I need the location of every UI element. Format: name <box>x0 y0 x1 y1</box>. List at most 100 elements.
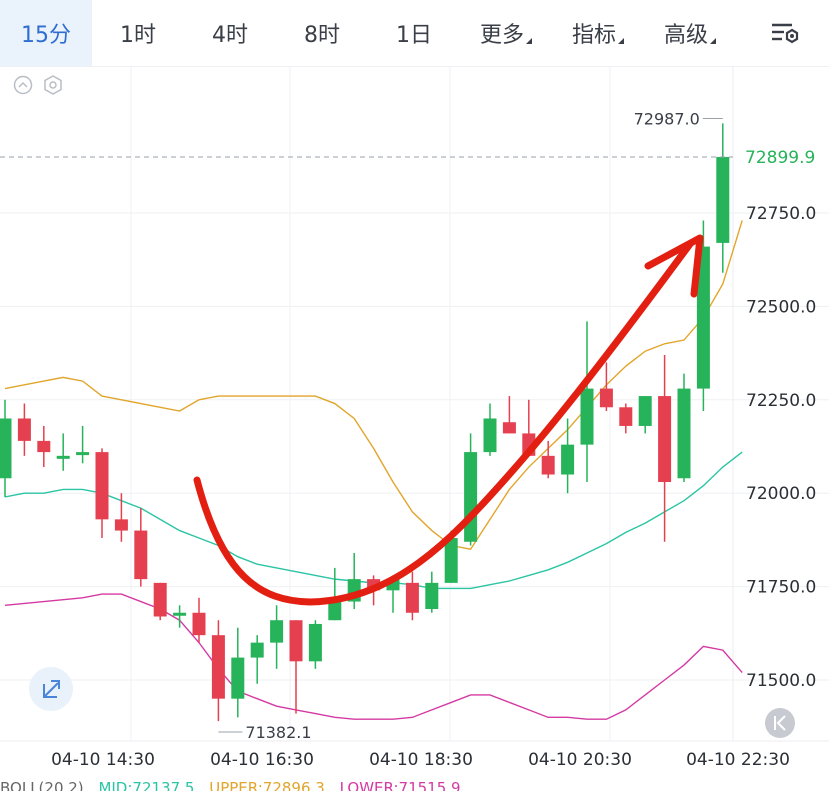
candle[interactable] <box>580 321 594 482</box>
candle[interactable] <box>464 433 478 546</box>
candle-body <box>231 657 245 699</box>
candle-body <box>541 455 555 475</box>
candle-body <box>502 422 516 434</box>
tab-label: 更多 <box>479 23 524 48</box>
last-price-label: 72899.9 <box>745 148 815 168</box>
candle-body <box>561 444 575 475</box>
candle[interactable] <box>0 399 12 497</box>
candle[interactable] <box>211 620 225 722</box>
candle-body <box>17 418 31 441</box>
y-tick-label: 72750.0 <box>746 204 816 224</box>
candle[interactable] <box>192 597 206 643</box>
candle[interactable] <box>483 403 497 456</box>
boll-legend: BOLL(20,2) MID:72137.5 UPPER:72896.3 LOW… <box>0 779 829 791</box>
y-tick-label: 72500.0 <box>746 297 816 317</box>
candle[interactable] <box>328 567 342 621</box>
candle-body <box>367 579 381 591</box>
candle-body <box>250 642 264 658</box>
candle[interactable] <box>541 440 555 479</box>
tab-3[interactable]: 8时 <box>276 0 368 66</box>
candle[interactable] <box>76 425 90 464</box>
candle[interactable] <box>153 582 167 621</box>
tab-5[interactable]: 更多 <box>460 0 552 66</box>
candle[interactable] <box>502 396 516 434</box>
dropdown-caret-icon <box>710 38 716 44</box>
candlestick-chart[interactable]: 72899.9 72987.0 71382.1 72750.0 72500.0 72250… <box>0 66 829 779</box>
candle[interactable] <box>134 508 148 587</box>
candle-body <box>289 620 303 662</box>
candle[interactable] <box>716 123 730 273</box>
candle-body <box>211 635 225 699</box>
candle[interactable] <box>173 605 187 628</box>
tab-label: 1日 <box>396 23 432 48</box>
tab-6[interactable]: 指标 <box>552 0 644 66</box>
dropdown-caret-icon <box>526 38 532 44</box>
candle[interactable] <box>658 354 672 542</box>
candle-body <box>270 620 284 643</box>
candle[interactable] <box>37 425 51 468</box>
hexagon-settings-icon[interactable] <box>44 75 62 95</box>
x-tick-label: 04-10 16:30 <box>210 750 314 770</box>
low-price-label: 71382.1 <box>245 723 311 742</box>
boll-lower-line <box>4 593 743 720</box>
tab-label: 8时 <box>304 23 340 48</box>
candle[interactable] <box>696 220 710 412</box>
candle-body <box>619 407 633 426</box>
candle-body <box>483 418 497 453</box>
tab-7[interactable]: 高级 <box>644 0 736 66</box>
candle[interactable] <box>289 620 303 714</box>
back-to-latest-icon[interactable] <box>765 708 795 738</box>
tab-2[interactable]: 4时 <box>184 0 276 66</box>
candle[interactable] <box>561 418 575 494</box>
candle-body <box>134 530 148 580</box>
candle[interactable] <box>17 403 31 456</box>
candle[interactable] <box>347 552 361 610</box>
tab-1[interactable]: 1时 <box>92 0 184 66</box>
candle[interactable] <box>231 627 245 718</box>
candle-body <box>76 452 90 456</box>
tab-0[interactable]: 15分 <box>0 0 92 66</box>
candle[interactable] <box>114 493 128 542</box>
boll-legend-lower: LOWER:71515.9 <box>339 779 461 791</box>
candle-body <box>638 396 652 426</box>
candle-body <box>192 612 206 636</box>
x-tick-label: 04-10 14:30 <box>51 750 155 770</box>
x-tick-label: 04-10 20:30 <box>528 750 632 770</box>
dropdown-caret-icon <box>618 38 624 44</box>
candle[interactable] <box>638 396 652 434</box>
candle-body <box>405 582 419 613</box>
candle[interactable] <box>425 571 439 613</box>
candle[interactable] <box>308 620 322 669</box>
candle[interactable] <box>270 605 284 669</box>
boll-upper-line <box>4 220 743 551</box>
candle-body <box>56 455 70 459</box>
y-tick-label: 72000.0 <box>746 484 816 504</box>
tab-label: 1时 <box>120 23 156 48</box>
timeframe-tab-bar: 15分 1时 4时 8时 1日 更多 指标 高级 <box>0 0 829 67</box>
candle[interactable] <box>250 635 264 684</box>
chart-settings-icon[interactable] <box>740 0 829 66</box>
candle-body <box>308 623 322 662</box>
candle[interactable] <box>405 571 419 621</box>
candle[interactable] <box>599 362 613 412</box>
candle-body <box>0 418 12 479</box>
trend-arrow-head <box>644 234 704 298</box>
high-price-label: 72987.0 <box>634 109 700 128</box>
tab-label: 高级 <box>663 23 708 48</box>
expand-arrows-icon[interactable] <box>29 667 73 711</box>
candle[interactable] <box>95 448 109 539</box>
tab-4[interactable]: 1日 <box>368 0 460 66</box>
candle[interactable] <box>677 373 691 482</box>
y-tick-label: 71500.0 <box>746 671 816 691</box>
candle[interactable] <box>619 403 633 434</box>
candle[interactable] <box>56 433 70 471</box>
candle-body <box>658 396 672 482</box>
candle-body <box>425 582 439 610</box>
candle-body <box>114 519 128 531</box>
x-tick-label: 04-10 18:30 <box>369 750 473 770</box>
candle-body <box>444 538 458 583</box>
tab-label: 指标 <box>571 23 616 48</box>
collapse-up-icon[interactable] <box>13 75 33 95</box>
tab-label: 15分 <box>21 23 71 48</box>
candle-body <box>599 388 613 408</box>
